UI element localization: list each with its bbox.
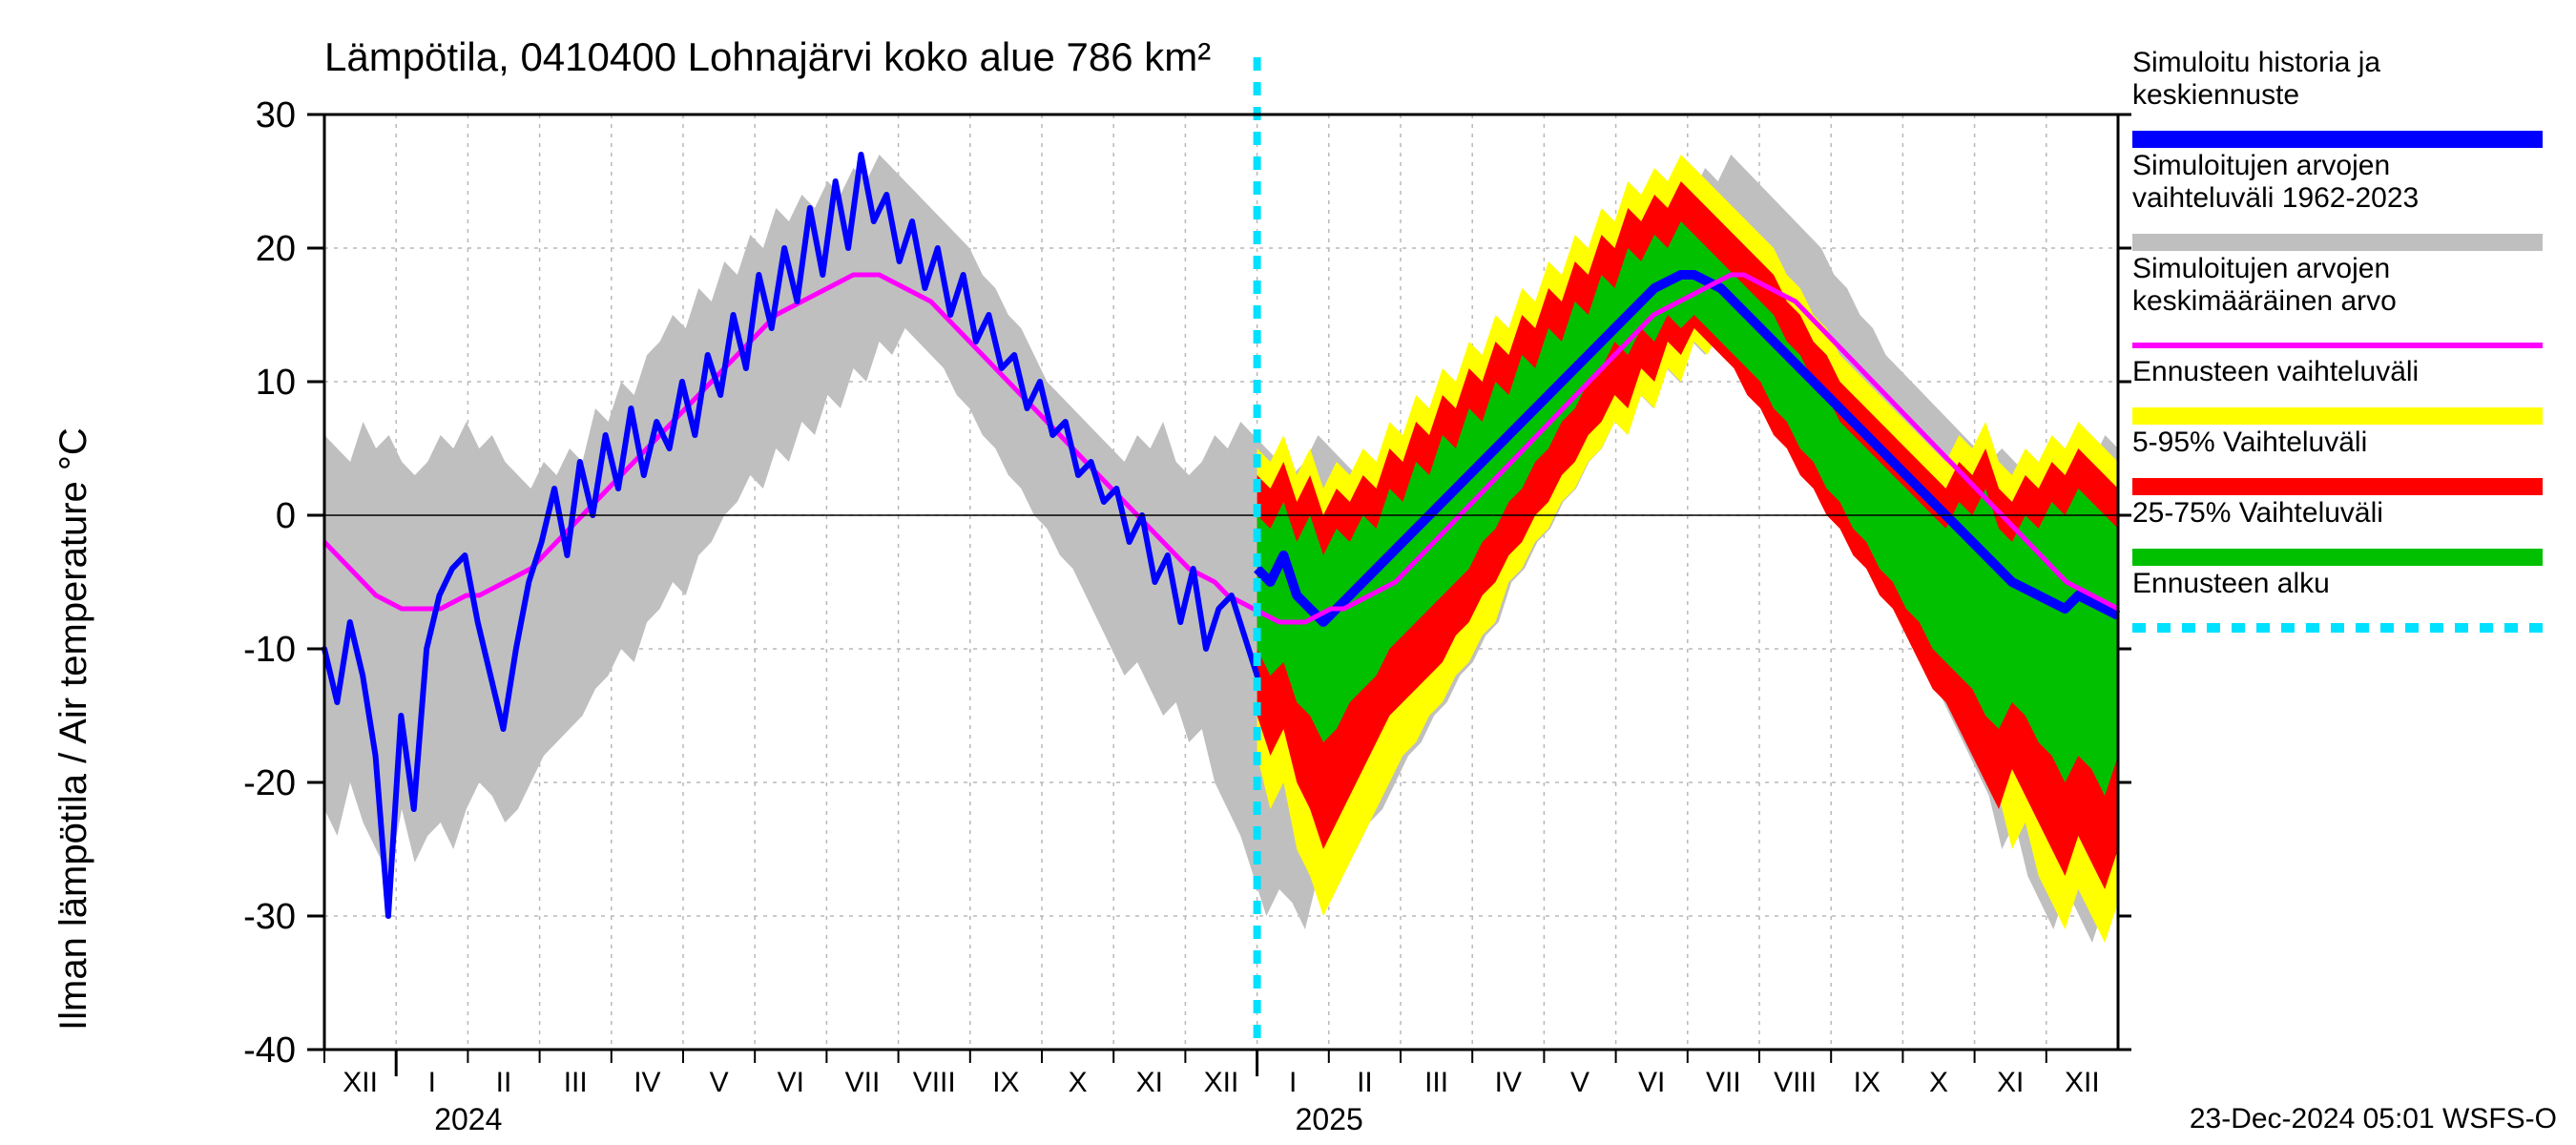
year-label: 2025 [1296,1102,1363,1136]
legend-label: Simuloitujen arvojen [2132,150,2390,181]
legend-label: Ennusteen alku [2132,568,2330,599]
xtick-label: VIII [1774,1067,1817,1098]
xtick-label: I [428,1067,436,1098]
xtick-label: XII [2065,1067,2100,1098]
xtick-label: V [710,1067,729,1098]
y-axis-label: Ilman lämpötila / Air temperature °C [52,427,94,1030]
xtick-label: VI [778,1067,804,1098]
xtick-label: IX [1854,1067,1880,1098]
xtick-label: VI [1638,1067,1665,1098]
temperature-chart: -40-30-20-100102030XIIIIIIIIIVVVIVIIVIII… [0,0,2576,1145]
xtick-label: III [564,1067,588,1098]
legend-swatch [2132,131,2543,148]
xtick-label: VIII [913,1067,956,1098]
legend-label: Simuloitujen arvojen [2132,253,2390,284]
xtick-label: XI [1136,1067,1163,1098]
xtick-label: X [1929,1067,1948,1098]
legend-label: Simuloitu historia ja [2132,47,2380,78]
xtick-label: VII [1706,1067,1741,1098]
footer-text: 23-Dec-2024 05:01 WSFS-O [2190,1103,2557,1135]
chart-title: Lämpötila, 0410400 Lohnajärvi koko alue … [324,34,1211,79]
xtick-label: VII [845,1067,881,1098]
ytick-label: -30 [243,897,296,937]
xtick-label: XII [1204,1067,1239,1098]
xtick-label: XII [343,1067,378,1098]
xtick-label: II [1357,1067,1373,1098]
xtick-label: II [496,1067,512,1098]
xtick-label: III [1424,1067,1448,1098]
ytick-label: 30 [256,95,296,135]
legend-label: Ennusteen vaihteluväli [2132,356,2419,387]
year-label: 2024 [434,1102,502,1136]
xtick-label: IX [992,1067,1019,1098]
xtick-label: I [1289,1067,1297,1098]
ytick-label: 20 [256,229,296,269]
legend-swatch [2132,234,2543,251]
legend-label: 5-95% Vaihteluväli [2132,427,2367,458]
legend-label: vaihteluväli 1962-2023 [2132,182,2419,214]
legend-label: 25-75% Vaihteluväli [2132,497,2383,529]
ytick-label: 0 [276,496,296,536]
legend-swatch [2132,549,2543,566]
legend-label: keskimääräinen arvo [2132,285,2397,317]
ytick-label: -40 [243,1030,296,1071]
ytick-label: -10 [243,630,296,670]
xtick-label: XI [1997,1067,2024,1098]
legend-label: keskiennuste [2132,79,2299,111]
ytick-label: 10 [256,363,296,403]
xtick-label: IV [634,1067,660,1098]
legend-swatch [2132,478,2543,495]
xtick-label: X [1069,1067,1088,1098]
ytick-label: -20 [243,763,296,803]
xtick-label: V [1570,1067,1589,1098]
xtick-label: IV [1495,1067,1522,1098]
legend-swatch [2132,407,2543,425]
